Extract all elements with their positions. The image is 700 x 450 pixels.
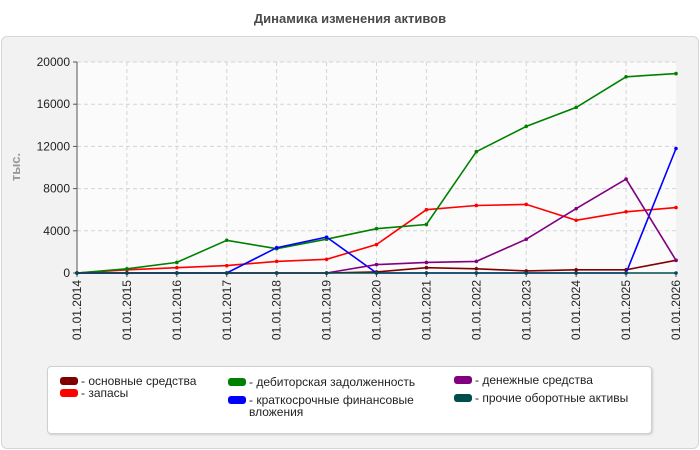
data-point — [274, 245, 279, 250]
data-point — [424, 207, 429, 212]
data-point — [474, 266, 479, 271]
y-tick-label: 8000 — [43, 182, 70, 196]
y-tick-labels: 0 4000 8000 12000 16000 20000 — [37, 55, 71, 280]
series-lines — [75, 71, 678, 275]
y-tick-label: 4000 — [43, 224, 70, 238]
chart-title: Динамика изменения активов — [253, 11, 447, 26]
y-tick-label: 20000 — [37, 55, 71, 69]
data-point — [324, 271, 329, 275]
data-point — [175, 260, 179, 265]
x-tick-label: 01.01.2018 — [270, 280, 284, 340]
series-5 — [75, 271, 678, 275]
legend-item: - прочие оборотные активы — [454, 392, 628, 404]
legend-label: - дебиторская задолженность — [249, 375, 416, 389]
legend-item: - основные средства — [60, 375, 196, 387]
x-tick-label: 01.01.2017 — [220, 280, 234, 340]
data-point — [75, 271, 79, 275]
data-point — [125, 271, 129, 275]
data-point — [674, 258, 678, 263]
x-tick-label: 01.01.2026 — [669, 280, 683, 340]
legend: - основные средства - запасы - дебиторская… — [47, 366, 652, 434]
legend-label: - запасы — [81, 386, 129, 400]
data-point — [175, 265, 179, 270]
legend-swatch — [228, 378, 246, 386]
data-point — [474, 259, 479, 264]
y-tick-label: 0 — [63, 266, 70, 280]
x-tick-label: 01.01.2021 — [419, 280, 433, 340]
x-tick-label: 01.01.2019 — [320, 280, 334, 340]
data-point — [674, 146, 678, 151]
data-point — [474, 149, 479, 154]
data-point — [624, 177, 628, 181]
legend-item: - краткосрочные финансовые вложения — [228, 394, 414, 418]
legend-item: - запасы — [60, 387, 128, 399]
data-point — [224, 263, 229, 268]
data-point — [674, 205, 678, 210]
data-point — [274, 259, 279, 264]
data-point — [424, 222, 429, 227]
legend-swatch — [454, 376, 472, 384]
legend-swatch — [60, 389, 78, 397]
x-tick-label: 01.01.2016 — [170, 280, 184, 340]
series-1 — [75, 202, 678, 275]
data-point — [424, 271, 429, 275]
data-point — [624, 271, 628, 275]
series-2 — [75, 71, 678, 275]
data-point — [374, 242, 379, 247]
legend-item: - дебиторская задолженность — [228, 376, 415, 388]
x-tick-labels: 01.01.2014 01.01.2015 01.01.2016 01.01.2017… — [70, 280, 683, 340]
x-tick-label: 01.01.2024 — [569, 280, 583, 340]
x-tick-label: 01.01.2023 — [519, 280, 533, 340]
grid-lines — [77, 61, 676, 273]
data-point — [424, 260, 429, 265]
legend-swatch — [60, 377, 78, 385]
legend-label: - денежные средства — [475, 373, 593, 387]
data-point — [524, 271, 529, 275]
data-point — [424, 265, 429, 270]
data-point — [374, 271, 379, 275]
data-point — [125, 266, 129, 271]
data-point — [274, 271, 279, 275]
x-tick-label: 01.01.2025 — [619, 280, 633, 340]
data-point — [324, 257, 329, 262]
legend-swatch — [228, 396, 246, 404]
data-point — [574, 271, 578, 275]
legend-label: - основные средства — [81, 374, 197, 388]
data-point — [324, 235, 329, 239]
data-point — [224, 271, 229, 275]
data-point — [624, 74, 628, 79]
y-tick-label: 16000 — [37, 97, 71, 111]
data-point — [624, 210, 628, 214]
x-tick-label: 01.01.2020 — [370, 280, 384, 340]
data-point — [574, 105, 578, 110]
legend-label: - краткосрочные финансовые вложения — [249, 393, 414, 419]
data-point — [224, 238, 229, 243]
data-point — [674, 271, 678, 275]
data-point — [524, 124, 529, 129]
x-tick-label: 01.01.2015 — [120, 280, 134, 340]
data-point — [374, 226, 379, 231]
data-point — [674, 71, 678, 76]
y-axis-label: тыс. — [8, 153, 23, 181]
legend-swatch — [454, 394, 472, 402]
legend-label: - прочие оборотные активы — [475, 391, 629, 405]
legend-item: - денежные средства — [454, 374, 593, 386]
data-point — [574, 268, 578, 272]
data-point — [374, 262, 379, 267]
data-point — [474, 203, 479, 208]
data-point — [474, 271, 479, 275]
data-point — [574, 218, 578, 223]
data-point — [574, 206, 578, 211]
x-tick-label: 01.01.2014 — [70, 280, 84, 340]
data-point — [524, 202, 529, 207]
y-tick-label: 12000 — [37, 139, 71, 153]
data-point — [524, 237, 529, 242]
x-tick-label: 01.01.2022 — [469, 280, 483, 340]
data-point — [175, 271, 179, 275]
